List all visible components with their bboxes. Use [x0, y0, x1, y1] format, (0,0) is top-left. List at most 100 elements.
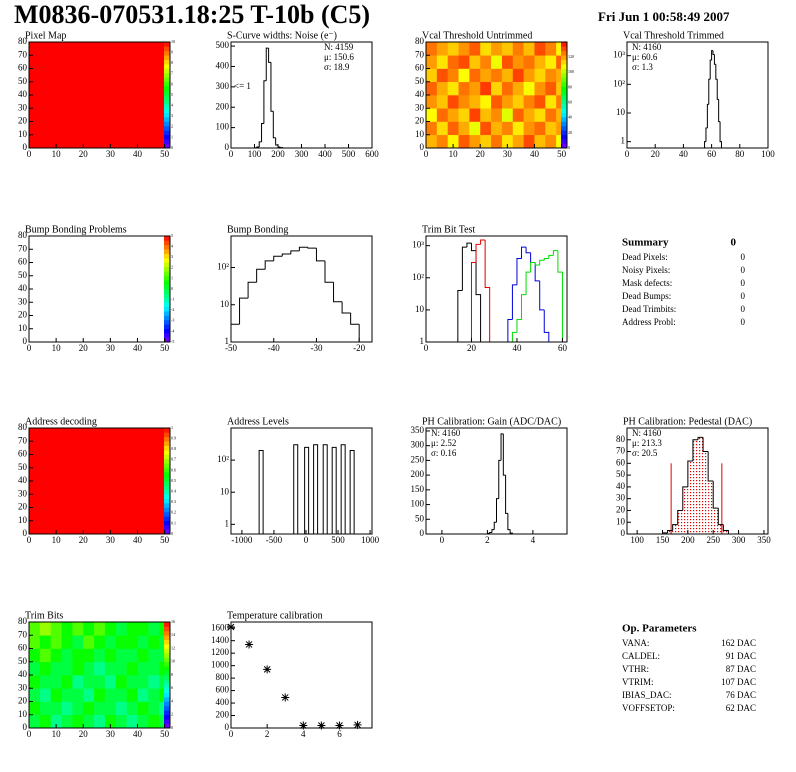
- colorbar-step: [164, 306, 170, 312]
- x-tick-label: -50: [225, 343, 237, 353]
- y-tick-label: 10²: [613, 78, 625, 88]
- y-tick-label: 10²: [217, 454, 229, 464]
- panel-title: Trim Bits: [25, 610, 63, 621]
- histogram-bin: [273, 255, 283, 261]
- colorbar-step: [164, 648, 170, 654]
- colorbar-step: [164, 130, 170, 136]
- y-tick-label: 30: [415, 102, 425, 112]
- plot-frame: [425, 427, 568, 535]
- stats-line: N: 4159: [324, 42, 354, 52]
- y-tick-label: 70: [415, 49, 425, 59]
- histogram-bin: [315, 248, 325, 262]
- histogram-bin: [268, 48, 271, 63]
- colorbar-tick-label: 0: [171, 531, 173, 536]
- panel: -1000 -500 0 500 1000 1 10 10²: [217, 427, 380, 545]
- colorbar-step: [164, 337, 170, 343]
- y-tick-label: 1400: [211, 635, 230, 645]
- colorbar-step: [164, 112, 170, 118]
- histogram-bin: [717, 508, 724, 526]
- plot-frame: [230, 621, 373, 729]
- y-tick-label: 30: [18, 296, 28, 306]
- heatmap-cell: [426, 134, 438, 149]
- summary-value: 0: [741, 252, 746, 262]
- colorbar-step: [164, 520, 170, 526]
- x-tick-label: 2: [265, 729, 270, 739]
- heatmap-cell: [512, 95, 524, 109]
- x-tick-label: 150: [656, 535, 670, 545]
- heatmap-cell: [148, 648, 160, 663]
- y-tick-label: 10²: [412, 272, 424, 282]
- y-tick-label: 50: [18, 270, 28, 280]
- heatmap-cell: [104, 622, 117, 636]
- panel-title: Pixel Map: [25, 30, 66, 41]
- x-tick-label: 40: [133, 343, 143, 353]
- heatmap-cell: [115, 661, 127, 676]
- summary-label: Dead Trimbits:: [622, 304, 676, 314]
- parameter-name: VANA:: [622, 638, 649, 648]
- heatmap-cell: [523, 108, 535, 122]
- histogram-bin: [502, 433, 506, 476]
- colorbar-step: [164, 86, 170, 91]
- x-tick-label: 0: [304, 535, 309, 545]
- annotation: <= 1: [234, 81, 251, 91]
- histogram-bin: [247, 281, 257, 299]
- colorbar-step: [164, 236, 170, 241]
- histogram-fill: [677, 510, 683, 534]
- colorbar-step: [561, 86, 567, 91]
- histogram-bin: [516, 257, 522, 285]
- colorbar-step: [164, 244, 170, 250]
- stats-line: σ: 18.9: [324, 62, 350, 72]
- histogram-bin: [461, 246, 467, 291]
- heatmap-cell: [104, 675, 117, 689]
- heatmap-cell: [50, 688, 62, 702]
- heatmap-cell: [545, 121, 557, 136]
- y-tick-label: 10: [415, 129, 425, 139]
- histogram-bin: [543, 309, 550, 342]
- y-tick-label: 40: [18, 475, 28, 485]
- heatmap-cell: [104, 648, 117, 663]
- heatmap-cell: [501, 81, 514, 96]
- x-tick-label: 30: [106, 343, 116, 353]
- heatmap-cell: [501, 95, 514, 109]
- histogram-bin: [516, 319, 522, 333]
- x-tick-label: 0: [229, 149, 234, 159]
- y-tick-label: 300: [216, 81, 230, 91]
- heatmap-cell: [50, 661, 62, 676]
- histogram-bin: [548, 254, 554, 259]
- heatmap-cell: [39, 661, 51, 676]
- y-tick-label: 500: [216, 40, 230, 50]
- heatmap-cell: [469, 134, 481, 149]
- heatmap-cell: [458, 108, 470, 122]
- x-tick-label: 100: [761, 149, 775, 159]
- y-tick-label: 20: [18, 502, 28, 512]
- heatmap-cell: [545, 42, 557, 56]
- colorbar-step: [164, 275, 170, 281]
- summary-total: 0: [731, 237, 737, 249]
- colorbar-tick-label: 0.3: [171, 499, 176, 504]
- panel-title: Temperature calibration: [227, 610, 323, 621]
- spike: [340, 444, 346, 534]
- colorbar-step: [164, 481, 170, 486]
- colorbar-tick-label: 1: [171, 134, 173, 139]
- colorbar-step: [164, 463, 170, 469]
- x-tick-label: 40: [133, 729, 143, 739]
- histogram-fill: [687, 460, 693, 534]
- x-tick-label: 6: [337, 729, 342, 739]
- colorbar-step: [164, 666, 170, 671]
- y-tick-label: 30: [18, 682, 28, 692]
- colorbar-step: [561, 77, 567, 83]
- heatmap-cell: [61, 688, 73, 702]
- heatmap-cell: [94, 675, 106, 689]
- colorbar-step: [164, 710, 170, 716]
- heatmap-cell: [491, 81, 503, 96]
- histogram-bin: [677, 509, 683, 525]
- colorbar-step: [164, 108, 170, 113]
- y-tick-label: 70: [18, 629, 28, 639]
- plot-frame: [230, 427, 373, 535]
- colorbar-tick-label: 4: [171, 698, 173, 703]
- star-marker: [281, 693, 290, 702]
- heatmap-cell: [458, 134, 470, 149]
- colorbar-step: [164, 476, 170, 482]
- colorbar-step: [164, 311, 170, 316]
- spike: [293, 444, 299, 534]
